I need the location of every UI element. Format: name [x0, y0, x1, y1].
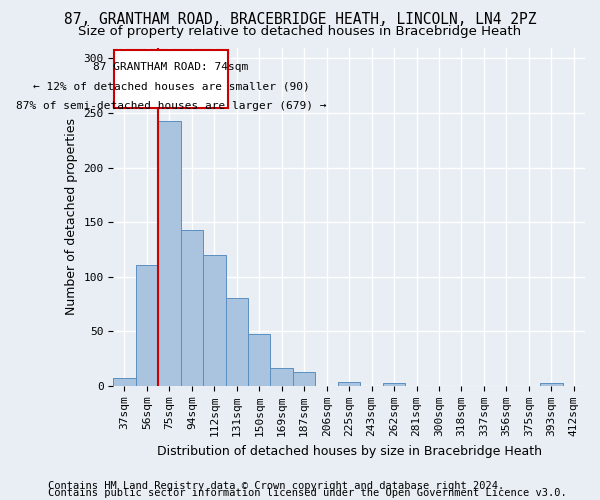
Text: Contains HM Land Registry data © Crown copyright and database right 2024.: Contains HM Land Registry data © Crown c… — [48, 481, 504, 491]
Text: 87, GRANTHAM ROAD, BRACEBRIDGE HEATH, LINCOLN, LN4 2PZ: 87, GRANTHAM ROAD, BRACEBRIDGE HEATH, LI… — [64, 12, 536, 28]
Bar — [136, 265, 158, 386]
Bar — [115, 50, 228, 108]
Bar — [540, 382, 563, 386]
Text: Contains public sector information licensed under the Open Government Licence v3: Contains public sector information licen… — [48, 488, 567, 498]
X-axis label: Distribution of detached houses by size in Bracebridge Heath: Distribution of detached houses by size … — [157, 444, 542, 458]
Bar — [248, 334, 271, 386]
Text: 87 GRANTHAM ROAD: 74sqm: 87 GRANTHAM ROAD: 74sqm — [94, 62, 249, 72]
Bar — [226, 298, 248, 386]
Bar — [158, 120, 181, 386]
Bar — [383, 382, 405, 386]
Bar — [338, 382, 361, 386]
Bar — [203, 255, 226, 386]
Bar — [181, 230, 203, 386]
Bar — [293, 372, 316, 386]
Text: ← 12% of detached houses are smaller (90): ← 12% of detached houses are smaller (90… — [33, 82, 310, 92]
Bar — [113, 378, 136, 386]
Bar — [271, 368, 293, 386]
Y-axis label: Number of detached properties: Number of detached properties — [65, 118, 78, 315]
Text: 87% of semi-detached houses are larger (679) →: 87% of semi-detached houses are larger (… — [16, 102, 326, 112]
Text: Size of property relative to detached houses in Bracebridge Heath: Size of property relative to detached ho… — [79, 25, 521, 38]
